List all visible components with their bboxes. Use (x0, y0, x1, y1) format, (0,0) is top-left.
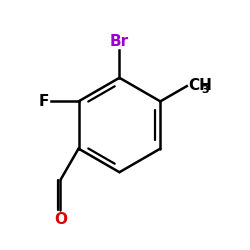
Text: 3: 3 (202, 85, 209, 95)
Text: Br: Br (110, 34, 129, 48)
Text: F: F (39, 94, 50, 109)
Text: O: O (54, 212, 67, 226)
Text: CH: CH (188, 78, 212, 93)
